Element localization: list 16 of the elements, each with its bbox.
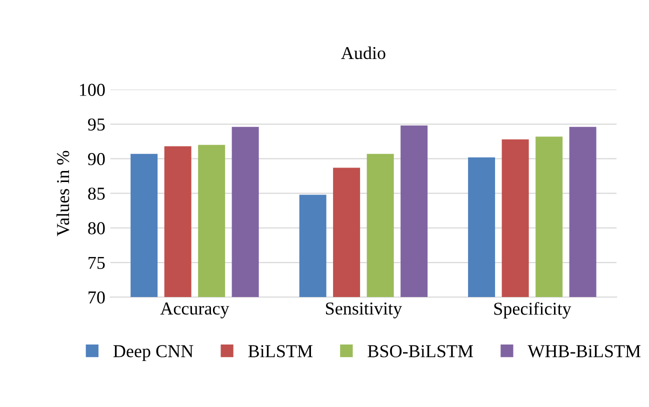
legend-label: BiLSTM <box>248 345 312 358</box>
y-tick-label: 75 <box>88 256 105 269</box>
y-tick-label: 95 <box>88 118 105 131</box>
y-tick-label: 100 <box>80 84 105 96</box>
legend-label: Deep CNN <box>113 345 194 361</box>
legend-label: WHB-BiLSTM <box>528 345 641 358</box>
legend-label: BSO-BiLSTM <box>368 345 474 358</box>
chart-title: Audio <box>341 46 386 60</box>
y-axis-title: Values in % <box>56 150 70 236</box>
y-tick-label: 85 <box>88 188 105 200</box>
y-tick-label: 80 <box>88 222 105 234</box>
x-tick-label: Sensitivity <box>326 302 402 318</box>
x-tick-label: Accuracy <box>160 302 230 318</box>
y-tick-label: 90 <box>88 152 105 166</box>
x-tick-label: Specificity <box>494 302 572 319</box>
y-tick-label: 70 <box>88 291 105 304</box>
